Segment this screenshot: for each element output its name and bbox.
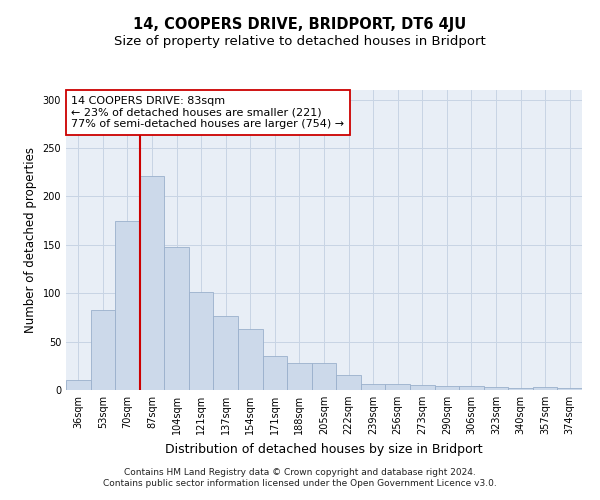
Bar	[459, 386, 484, 390]
Bar	[336, 376, 361, 390]
Text: 14, COOPERS DRIVE, BRIDPORT, DT6 4JU: 14, COOPERS DRIVE, BRIDPORT, DT6 4JU	[133, 18, 467, 32]
Text: Size of property relative to detached houses in Bridport: Size of property relative to detached ho…	[114, 35, 486, 48]
Bar	[557, 388, 582, 390]
Bar	[91, 310, 115, 390]
Bar	[410, 385, 434, 390]
Bar	[189, 292, 214, 390]
Bar	[287, 363, 312, 390]
X-axis label: Distribution of detached houses by size in Bridport: Distribution of detached houses by size …	[165, 442, 483, 456]
Bar	[508, 388, 533, 390]
Y-axis label: Number of detached properties: Number of detached properties	[24, 147, 37, 333]
Bar	[238, 329, 263, 390]
Bar	[385, 384, 410, 390]
Bar	[434, 386, 459, 390]
Text: Contains HM Land Registry data © Crown copyright and database right 2024.
Contai: Contains HM Land Registry data © Crown c…	[103, 468, 497, 487]
Bar	[263, 356, 287, 390]
Bar	[214, 316, 238, 390]
Bar	[361, 384, 385, 390]
Bar	[533, 387, 557, 390]
Bar	[484, 387, 508, 390]
Bar	[115, 220, 140, 390]
Bar	[312, 363, 336, 390]
Bar	[66, 380, 91, 390]
Text: 14 COOPERS DRIVE: 83sqm
← 23% of detached houses are smaller (221)
77% of semi-d: 14 COOPERS DRIVE: 83sqm ← 23% of detache…	[71, 96, 344, 129]
Bar	[164, 247, 189, 390]
Bar	[140, 176, 164, 390]
